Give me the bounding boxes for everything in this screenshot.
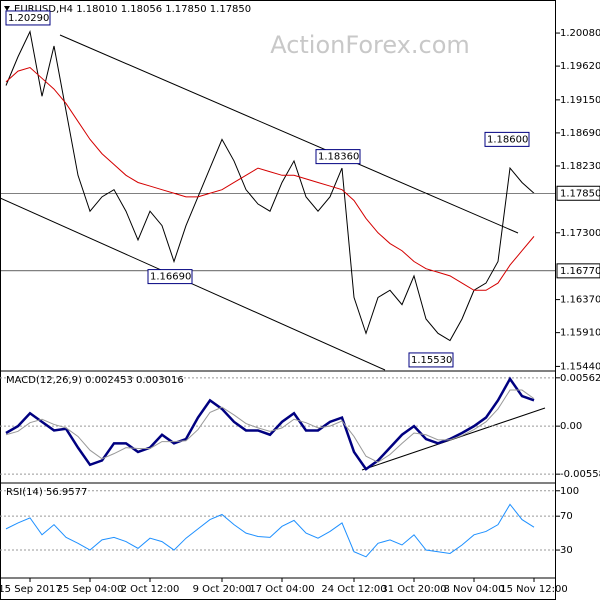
- panel-title: MACD(12,26,9) 0.002453 0.003016: [6, 375, 184, 386]
- x-tick-label: 17 Oct 04:00: [249, 584, 314, 595]
- annotation-label: 1.18600: [487, 134, 528, 145]
- y-tick-label: 1.15440: [560, 361, 600, 372]
- y-tick-label: 0.00: [560, 421, 582, 432]
- series-line: [5, 389, 535, 463]
- annotation-box: [408, 352, 454, 368]
- header-title: EURUSD,H4 1.18010 1.18056 1.17850 1.1785…: [14, 4, 251, 15]
- y-tick-label: 0.005622: [560, 373, 600, 384]
- y-tick-label: 100: [560, 486, 579, 497]
- annotation-box: [315, 149, 361, 165]
- annotation-box: [484, 131, 530, 147]
- y-tick-label: 1.20080: [560, 28, 600, 39]
- y-tick-label: -0.005588: [560, 469, 600, 480]
- series-line: [5, 503, 535, 558]
- trend-line: [59, 34, 519, 234]
- x-tick-label: 25 Sep 04:00: [57, 584, 124, 595]
- level-box: [556, 263, 600, 279]
- x-tick-label: 8 Nov 04:00: [443, 584, 504, 595]
- series-line: [5, 376, 535, 471]
- level-label: 1.17850: [560, 188, 600, 199]
- annotation-label: 1.20290: [8, 13, 49, 24]
- y-tick-label: 1.19620: [560, 61, 600, 72]
- x-tick-label: 9 Oct 20:00: [193, 584, 252, 595]
- annotation-label: 1.18360: [318, 152, 359, 163]
- x-tick-label: 15 Sep 2017: [0, 584, 62, 595]
- annotation-label: 1.16690: [150, 272, 191, 283]
- x-tick-label: 2 Oct 12:00: [121, 584, 180, 595]
- panel-title: RSI(14) 56.9577: [6, 487, 87, 498]
- x-tick-label: 24 Oct 12:00: [321, 584, 386, 595]
- annotation-label: 1.15530: [411, 355, 452, 366]
- y-tick-label: 70: [560, 511, 573, 522]
- x-tick-label: 31 Oct 20:00: [381, 584, 446, 595]
- y-tick-label: 1.16370: [560, 295, 600, 306]
- series-line: [5, 66, 535, 291]
- level-label: 1.16770: [560, 266, 600, 277]
- menu-arrow: [4, 6, 10, 11]
- y-tick-label: 1.17300: [560, 228, 600, 239]
- annotation-box: [147, 269, 193, 285]
- y-tick-label: 1.19150: [560, 95, 600, 106]
- y-tick-label: 1.15910: [560, 328, 600, 339]
- y-tick-label: 1.18230: [560, 161, 600, 172]
- annotation-box: [5, 10, 51, 26]
- x-tick-label: 15 Nov 12:00: [500, 584, 567, 595]
- y-tick-label: 30: [560, 545, 573, 556]
- series-line: [5, 30, 535, 342]
- level-box: [556, 185, 600, 201]
- y-tick-label: 1.18690: [560, 128, 600, 139]
- watermark: ActionForex.com: [270, 31, 470, 59]
- frame: [0, 0, 556, 600]
